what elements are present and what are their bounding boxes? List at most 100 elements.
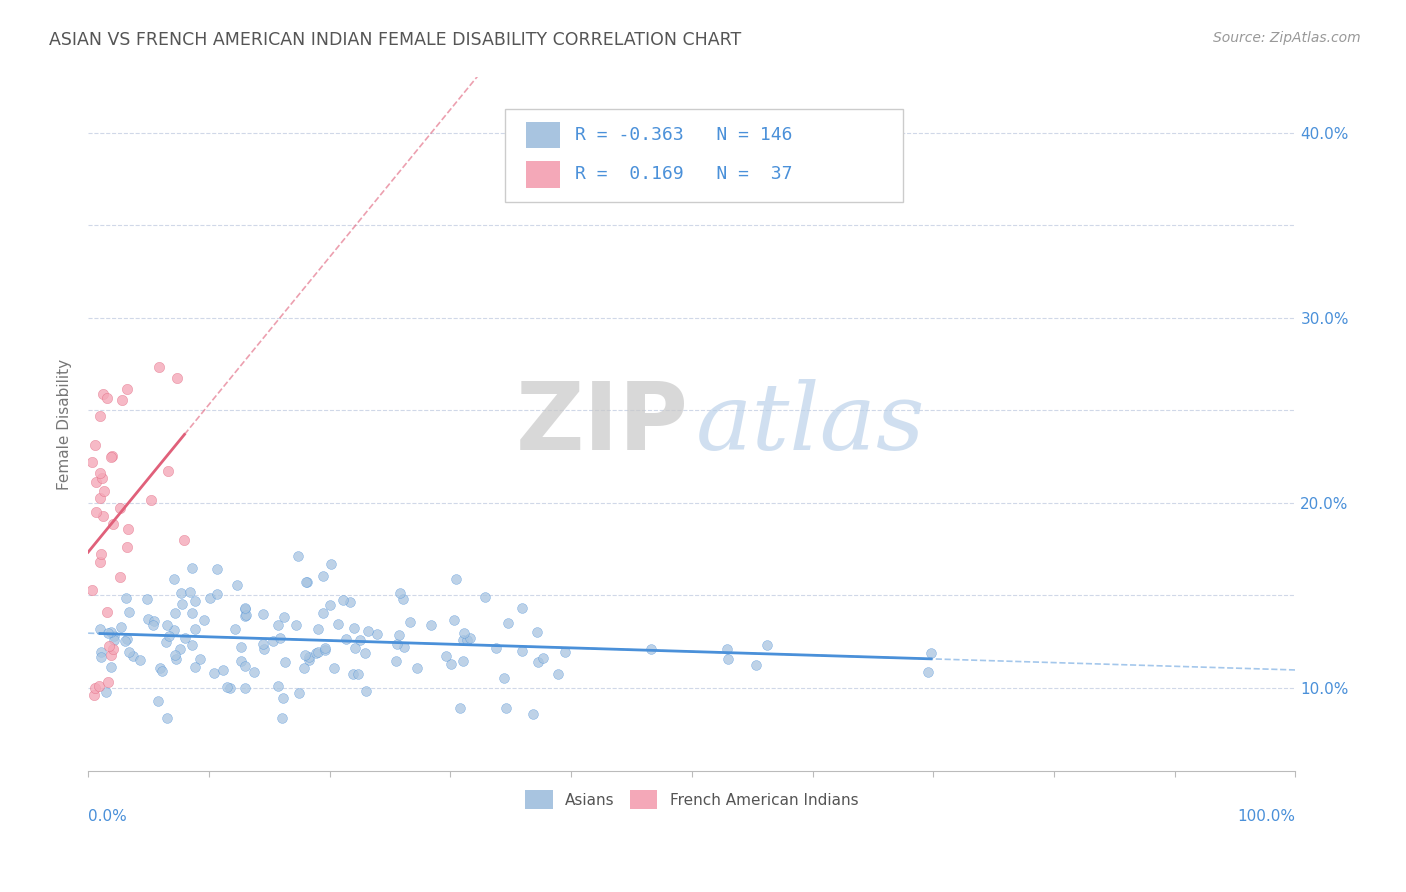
Point bbox=[188, 652, 211, 666]
Point bbox=[388, 628, 411, 642]
Point bbox=[100, 625, 122, 640]
Point bbox=[82, 455, 104, 469]
Point bbox=[339, 595, 361, 609]
Point bbox=[269, 631, 291, 645]
Point bbox=[233, 608, 256, 623]
Point bbox=[453, 626, 475, 640]
Point bbox=[170, 586, 193, 600]
Point bbox=[115, 632, 138, 647]
Point bbox=[460, 631, 482, 645]
Point bbox=[224, 622, 246, 636]
Point bbox=[100, 450, 122, 464]
Point bbox=[90, 645, 112, 659]
Text: 100.0%: 100.0% bbox=[1237, 809, 1295, 824]
Point bbox=[434, 648, 457, 663]
Point bbox=[139, 492, 162, 507]
Point bbox=[343, 640, 366, 655]
Point bbox=[89, 622, 111, 636]
Point bbox=[495, 701, 517, 715]
Point bbox=[510, 601, 533, 615]
Point bbox=[349, 632, 371, 647]
Point bbox=[181, 638, 204, 652]
Point bbox=[485, 641, 508, 656]
Point bbox=[312, 607, 335, 621]
Point bbox=[298, 650, 321, 665]
Point bbox=[118, 605, 141, 619]
Point bbox=[89, 466, 111, 480]
Point bbox=[205, 562, 228, 576]
Point bbox=[183, 660, 205, 674]
Point bbox=[252, 636, 274, 650]
Point bbox=[117, 383, 139, 397]
Point bbox=[100, 449, 122, 463]
Point bbox=[554, 645, 576, 659]
Point bbox=[294, 648, 316, 662]
Point bbox=[243, 665, 266, 679]
Point bbox=[96, 392, 118, 406]
Point bbox=[90, 547, 112, 561]
Text: ASIAN VS FRENCH AMERICAN INDIAN FEMALE DISABILITY CORRELATION CHART: ASIAN VS FRENCH AMERICAN INDIAN FEMALE D… bbox=[49, 31, 741, 49]
Point bbox=[285, 617, 308, 632]
Point bbox=[142, 618, 165, 632]
Point bbox=[384, 654, 406, 668]
Point bbox=[198, 591, 221, 605]
Text: Source: ZipAtlas.com: Source: ZipAtlas.com bbox=[1213, 31, 1361, 45]
Point bbox=[165, 606, 187, 620]
Point bbox=[103, 632, 125, 647]
Point bbox=[451, 632, 474, 647]
Point bbox=[917, 665, 939, 680]
Point bbox=[135, 592, 157, 607]
Point bbox=[262, 633, 284, 648]
Point bbox=[449, 700, 471, 714]
Point bbox=[108, 570, 131, 584]
Point bbox=[181, 607, 204, 621]
Point bbox=[271, 691, 294, 706]
Point bbox=[165, 652, 187, 666]
Point bbox=[920, 646, 942, 660]
Point bbox=[312, 569, 335, 583]
Point bbox=[295, 575, 318, 590]
Point bbox=[163, 624, 186, 638]
Point bbox=[146, 694, 169, 708]
Point bbox=[121, 649, 143, 664]
Point bbox=[100, 660, 122, 674]
Point bbox=[273, 610, 295, 624]
Point bbox=[274, 655, 297, 669]
Point bbox=[173, 533, 195, 547]
Point bbox=[231, 640, 253, 655]
Point bbox=[219, 681, 242, 695]
Point bbox=[354, 684, 377, 698]
Point bbox=[101, 517, 124, 532]
Point bbox=[97, 674, 120, 689]
Point bbox=[193, 613, 215, 627]
Point bbox=[215, 681, 238, 695]
Point bbox=[456, 633, 478, 648]
Point bbox=[496, 615, 519, 630]
Point bbox=[233, 681, 256, 695]
Text: R =  0.169   N =  37: R = 0.169 N = 37 bbox=[575, 166, 792, 184]
Point bbox=[342, 666, 364, 681]
Point bbox=[170, 597, 193, 611]
Point bbox=[155, 635, 177, 649]
Text: R = -0.363   N = 146: R = -0.363 N = 146 bbox=[575, 126, 792, 144]
Point bbox=[83, 688, 105, 702]
Point bbox=[129, 653, 152, 667]
Point bbox=[443, 613, 465, 627]
Point bbox=[253, 642, 276, 657]
Point bbox=[91, 387, 114, 401]
Point bbox=[117, 645, 139, 659]
Point bbox=[405, 660, 427, 674]
Point bbox=[149, 661, 172, 675]
Point bbox=[163, 572, 186, 586]
Point bbox=[420, 617, 443, 632]
Text: 0.0%: 0.0% bbox=[89, 809, 127, 824]
Point bbox=[295, 575, 318, 590]
Point bbox=[314, 643, 336, 657]
Point bbox=[91, 509, 114, 524]
Point bbox=[90, 471, 112, 485]
Point bbox=[84, 438, 107, 452]
Point bbox=[307, 645, 329, 659]
Point bbox=[108, 500, 131, 515]
FancyBboxPatch shape bbox=[526, 161, 560, 187]
Point bbox=[292, 661, 315, 675]
